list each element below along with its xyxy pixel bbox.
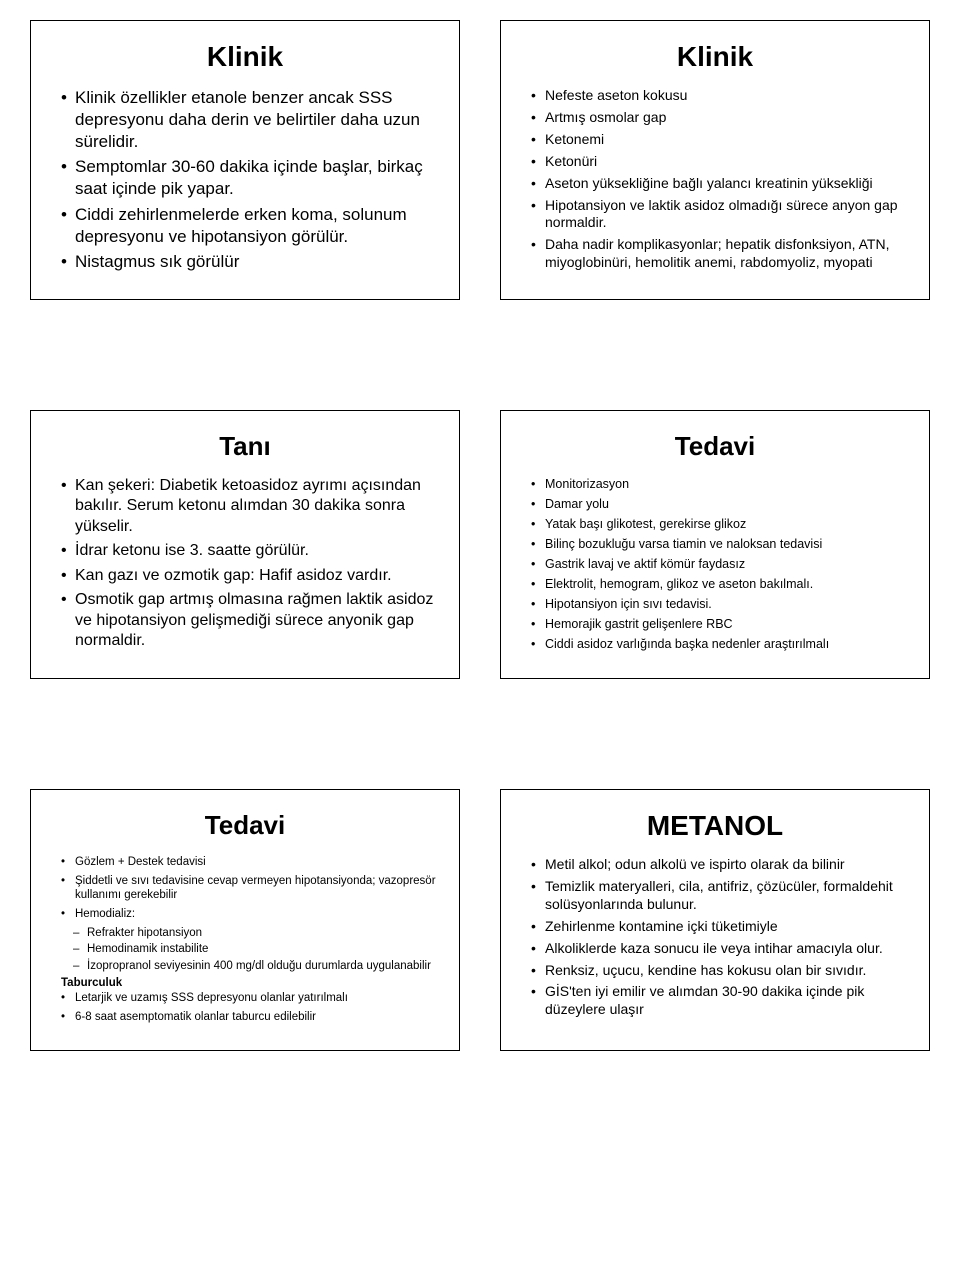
bullet-item: Zehirlenme kontamine içki tüketimiyle bbox=[531, 918, 907, 936]
sub-bullet-item: Refrakter hipotansiyon bbox=[73, 926, 437, 940]
slide-title: Klinik bbox=[523, 41, 907, 73]
bullet-item: Monitorizasyon bbox=[531, 476, 907, 492]
bullet-item: GİS'ten iyi emilir ve alımdan 30-90 daki… bbox=[531, 983, 907, 1019]
bullet-item: Klinik özellikler etanole benzer ancak S… bbox=[61, 87, 437, 152]
bullet-item: Letarjik ve uzamış SSS depresyonu olanla… bbox=[61, 991, 437, 1006]
bullet-list: Kan şekeri: Diabetik ketoasidoz ayrımı a… bbox=[53, 476, 437, 652]
slide-klinik-1: Klinik Klinik özellikler etanole benzer … bbox=[30, 20, 460, 300]
bullet-item: Hipotansiyon ve laktik asidoz olmadığı s… bbox=[531, 197, 907, 233]
bullet-item: Damar yolu bbox=[531, 496, 907, 512]
sub-bullet-list: Refrakter hipotansiyon Hemodinamik insta… bbox=[53, 926, 437, 973]
slide-title: METANOL bbox=[523, 810, 907, 842]
bullet-item: Bilinç bozukluğu varsa tiamin ve naloksa… bbox=[531, 536, 907, 552]
slide-title: Tedavi bbox=[53, 810, 437, 841]
sub-bullet-item: İzopropranol seviyesinin 400 mg/dl olduğ… bbox=[73, 959, 437, 973]
bullet-item: Temizlik materyalleri, cila, antifriz, ç… bbox=[531, 878, 907, 914]
bullet-item: Hemorajik gastrit gelişenlere RBC bbox=[531, 616, 907, 632]
slide-grid: Klinik Klinik özellikler etanole benzer … bbox=[30, 20, 930, 1051]
bullet-item: Ciddi asidoz varlığında başka nedenler a… bbox=[531, 636, 907, 652]
bullet-item: Kan gazı ve ozmotik gap: Hafif asidoz va… bbox=[61, 566, 437, 586]
bullet-item: Ketonemi bbox=[531, 131, 907, 149]
bullet-item: Şiddetli ve sıvı tedavisine cevap vermey… bbox=[61, 874, 437, 903]
sub-bullet-item: Hemodinamik instabilite bbox=[73, 942, 437, 956]
bullet-item: Daha nadir komplikasyonlar; hepatik disf… bbox=[531, 236, 907, 272]
slide-title: Tedavi bbox=[523, 431, 907, 462]
bullet-list: Monitorizasyon Damar yolu Yatak başı gli… bbox=[523, 476, 907, 652]
bullet-item: Nefeste aseton kokusu bbox=[531, 87, 907, 105]
slide-klinik-2: Klinik Nefeste aseton kokusu Artmış osmo… bbox=[500, 20, 930, 300]
bullet-item: Alkoliklerde kaza sonucu ile veya intiha… bbox=[531, 940, 907, 958]
bullet-item: Hipotansiyon için sıvı tedavisi. bbox=[531, 596, 907, 612]
bullet-item: Ketonüri bbox=[531, 153, 907, 171]
bullet-item: Renksiz, uçucu, kendine has kokusu olan … bbox=[531, 962, 907, 980]
bullet-list: Nefeste aseton kokusu Artmış osmolar gap… bbox=[523, 87, 907, 272]
bullet-item: Elektrolit, hemogram, glikoz ve aseton b… bbox=[531, 576, 907, 592]
bullet-item: Yatak başı glikotest, gerekirse glikoz bbox=[531, 516, 907, 532]
bullet-item: Ciddi zehirlenmelerde erken koma, solunu… bbox=[61, 204, 437, 248]
bullet-item: İdrar ketonu ise 3. saatte görülür. bbox=[61, 541, 437, 561]
bullet-item: Kan şekeri: Diabetik ketoasidoz ayrımı a… bbox=[61, 476, 437, 537]
bullet-item: Hemodializ: bbox=[61, 907, 437, 922]
slide-tedavi-2: Tedavi Gözlem + Destek tedavisi Şiddetli… bbox=[30, 789, 460, 1051]
bullet-list: Klinik özellikler etanole benzer ancak S… bbox=[53, 87, 437, 273]
bullet-item: Metil alkol; odun alkolü ve ispirto olar… bbox=[531, 856, 907, 874]
section-label: Taburculuk bbox=[53, 977, 437, 989]
bullet-item: Gastrik lavaj ve aktif kömür faydasız bbox=[531, 556, 907, 572]
slide-tedavi-1: Tedavi Monitorizasyon Damar yolu Yatak b… bbox=[500, 410, 930, 679]
bullet-item: Semptomlar 30-60 dakika içinde başlar, b… bbox=[61, 156, 437, 200]
bullet-item: Artmış osmolar gap bbox=[531, 109, 907, 127]
bullet-item: Nistagmus sık görülür bbox=[61, 251, 437, 273]
slide-metanol: METANOL Metil alkol; odun alkolü ve ispi… bbox=[500, 789, 930, 1051]
bullet-item: Aseton yüksekliğine bağlı yalancı kreati… bbox=[531, 175, 907, 193]
bullet-list: Letarjik ve uzamış SSS depresyonu olanla… bbox=[53, 991, 437, 1024]
bullet-item: 6-8 saat asemptomatik olanlar taburcu ed… bbox=[61, 1010, 437, 1025]
slide-tani: Tanı Kan şekeri: Diabetik ketoasidoz ayr… bbox=[30, 410, 460, 679]
bullet-list: Metil alkol; odun alkolü ve ispirto olar… bbox=[523, 856, 907, 1019]
bullet-item: Osmotik gap artmış olmasına rağmen lakti… bbox=[61, 590, 437, 651]
bullet-list: Gözlem + Destek tedavisi Şiddetli ve sıv… bbox=[53, 855, 437, 922]
bullet-item: Gözlem + Destek tedavisi bbox=[61, 855, 437, 870]
slide-title: Tanı bbox=[53, 431, 437, 462]
slide-title: Klinik bbox=[53, 41, 437, 73]
